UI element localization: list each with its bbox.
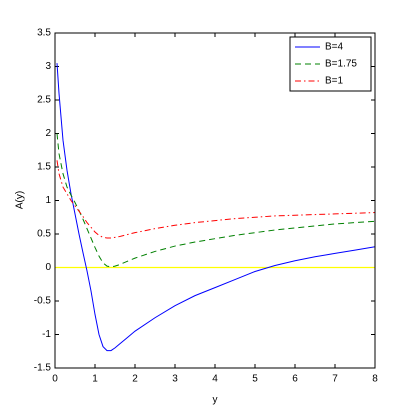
x-tick-label: 3 [172, 374, 178, 385]
y-tick-label: 0.5 [37, 229, 51, 240]
y-tick-label: 2 [45, 128, 51, 139]
legend-label: B=1.75 [325, 59, 357, 70]
y-tick-label: 1 [45, 195, 51, 206]
x-tick-label: 7 [332, 374, 338, 385]
series-line [56, 133, 376, 268]
plot-frame [54, 32, 376, 369]
legend-label: B=4 [325, 42, 344, 53]
legend-label: B=1 [325, 76, 344, 87]
x-axis-label: y [213, 395, 218, 406]
y-tick-label: 1.5 [37, 162, 51, 173]
x-tick-label: 0 [52, 374, 58, 385]
x-tick-label: 2 [132, 374, 138, 385]
x-tick-label: 6 [292, 374, 298, 385]
legend-box [289, 36, 372, 92]
y-tick-label: 3 [45, 61, 51, 72]
series-line [56, 160, 376, 239]
y-tick-label: 0 [45, 262, 51, 273]
y-tick-label: -0.5 [34, 296, 52, 307]
y-tick-label: -1.5 [34, 363, 52, 374]
x-tick-label: 5 [252, 374, 258, 385]
y-tick-label: -1 [42, 329, 51, 340]
y-tick-label: 3.5 [37, 28, 51, 39]
series-line [56, 63, 376, 352]
x-tick-label: 4 [212, 374, 218, 385]
y-tick-label: 2.5 [37, 95, 51, 106]
x-tick-label: 1 [92, 374, 98, 385]
x-tick-label: 8 [372, 374, 378, 385]
y-axis-label: A(y) [15, 191, 26, 209]
